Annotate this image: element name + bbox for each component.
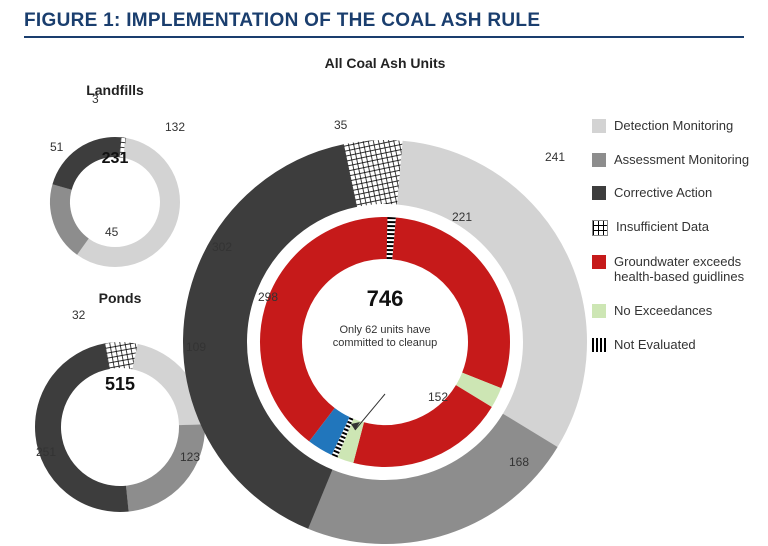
legend: Detection Monitoring Assessment Monitorin… <box>592 118 754 370</box>
legend-swatch <box>592 220 608 236</box>
value-label: 123 <box>180 450 200 464</box>
value-label: 132 <box>165 120 185 134</box>
main-total: 746 <box>360 286 410 312</box>
legend-item: Corrective Action <box>592 185 754 201</box>
legend-text: No Exceedances <box>614 303 712 319</box>
legend-swatch <box>592 304 606 318</box>
main-chart-label: All Coal Ash Units <box>300 55 470 71</box>
cleanup-annotation: Only 62 units have committed to cleanup <box>330 324 440 350</box>
landfills-label: Landfills <box>75 82 155 98</box>
value-label: 35 <box>334 118 347 132</box>
title-rule <box>24 36 744 38</box>
legend-text: Assessment Monitoring <box>614 152 749 168</box>
value-label: 251 <box>36 445 56 459</box>
legend-swatch <box>592 338 606 352</box>
legend-swatch <box>592 153 606 167</box>
value-label: 45 <box>105 225 118 239</box>
legend-item: Assessment Monitoring <box>592 152 754 168</box>
value-label: 32 <box>72 308 85 322</box>
figure-title: FIGURE 1: IMPLEMENTATION OF THE COAL ASH… <box>0 0 768 36</box>
value-label: 302 <box>212 240 232 254</box>
legend-text: Insufficient Data <box>616 219 709 235</box>
legend-swatch <box>592 255 606 269</box>
legend-swatch <box>592 186 606 200</box>
value-label: 152 <box>428 390 448 404</box>
value-label: 298 <box>258 290 278 304</box>
value-label: 51 <box>50 140 63 154</box>
legend-text: Groundwater exceeds health-based guidlin… <box>614 254 754 285</box>
ponds-label: Ponds <box>90 290 150 306</box>
ponds-total: 515 <box>100 374 140 395</box>
legend-item: No Exceedances <box>592 303 754 319</box>
legend-item: Insufficient Data <box>592 219 754 236</box>
value-label: 241 <box>545 150 565 164</box>
value-label: 221 <box>452 210 472 224</box>
value-label: 3 <box>92 92 99 106</box>
value-label: 109 <box>186 340 206 354</box>
legend-text: Corrective Action <box>614 185 712 201</box>
legend-text: Detection Monitoring <box>614 118 733 134</box>
landfills-total: 231 <box>97 150 133 168</box>
legend-item: Groundwater exceeds health-based guidlin… <box>592 254 754 285</box>
legend-swatch <box>592 119 606 133</box>
legend-item: Detection Monitoring <box>592 118 754 134</box>
legend-item: Not Evaluated <box>592 337 754 353</box>
legend-text: Not Evaluated <box>614 337 696 353</box>
value-label: 168 <box>509 455 529 469</box>
